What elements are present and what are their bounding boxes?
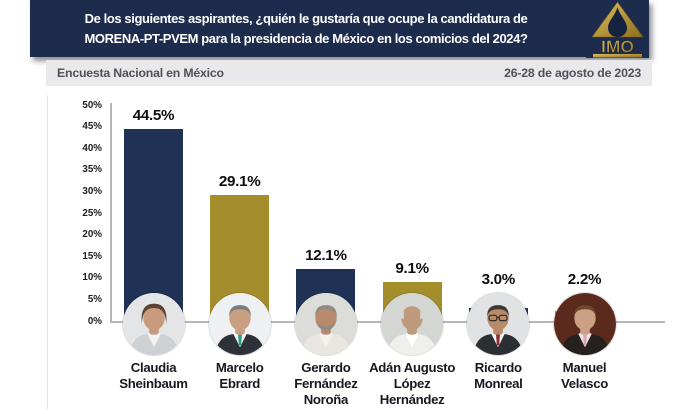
logo-text: IMO (601, 37, 634, 57)
bar-value-label: 2.2% (567, 271, 602, 288)
candidate-photo (467, 293, 530, 355)
chart-frame-border (47, 95, 48, 409)
bar-claudia-sheinbaum (124, 128, 183, 321)
y-tick-label: 45% (82, 121, 102, 133)
y-tick-label: 0% (87, 315, 102, 327)
bar-value-label: 3.0% (481, 271, 516, 288)
candidate-photo (381, 293, 444, 355)
candidate-name: Marcelo Ebrard (215, 360, 264, 392)
candidate-name: Claudia Sheinbaum (119, 360, 188, 392)
y-tick-label: 25% (82, 207, 102, 219)
y-tick-label: 10% (82, 272, 102, 284)
y-tick-label: 20% (82, 229, 102, 241)
y-tick-label: 35% (82, 164, 102, 176)
y-tick-label: 15% (82, 250, 102, 262)
survey-scope-label: Encuesta Nacional en México (57, 66, 224, 80)
y-tick-label: 5% (87, 293, 102, 305)
logo-droplet (608, 7, 627, 37)
question-header: De los siguientes aspirantes, ¿quién le … (30, 0, 649, 58)
candidate-name: Ricardo Monreal (474, 360, 523, 392)
question-line-2: MORENA-PT-PVEM para la presidencia de Mé… (84, 31, 528, 46)
y-axis-line (110, 103, 112, 321)
y-tick-label: 30% (82, 185, 102, 197)
candidate-photo (553, 293, 616, 355)
candidate-name: Gerardo Fernández Noroña (294, 360, 358, 408)
question-text: De los siguientes aspirantes, ¿quién le … (30, 0, 582, 57)
bar-value-label: 29.1% (218, 173, 261, 191)
y-tick-label: 40% (82, 142, 102, 154)
bar-value-label: 9.1% (395, 259, 429, 277)
survey-date-label: 26-28 de agosto de 2023 (504, 66, 641, 80)
subheader-bar: Encuesta Nacional en México 26-28 de ago… (46, 60, 652, 86)
imo-logo-icon: IMO (586, 0, 649, 58)
candidate-photo (208, 293, 271, 355)
question-line-1: De los siguientes aspirantes, ¿quién le … (84, 11, 528, 26)
logo-underline (593, 54, 642, 58)
y-tick-label: 50% (82, 99, 102, 111)
candidate-photo (294, 293, 357, 355)
candidate-name: Manuel Velasco (560, 360, 609, 392)
imo-logo: IMO (586, 0, 649, 58)
candidate-name: Adán Augusto López Hernández (369, 360, 456, 408)
bar-value-label: 12.1% (305, 246, 347, 264)
bar-value-label: 44.5% (132, 106, 175, 124)
candidate-photo (122, 293, 185, 355)
